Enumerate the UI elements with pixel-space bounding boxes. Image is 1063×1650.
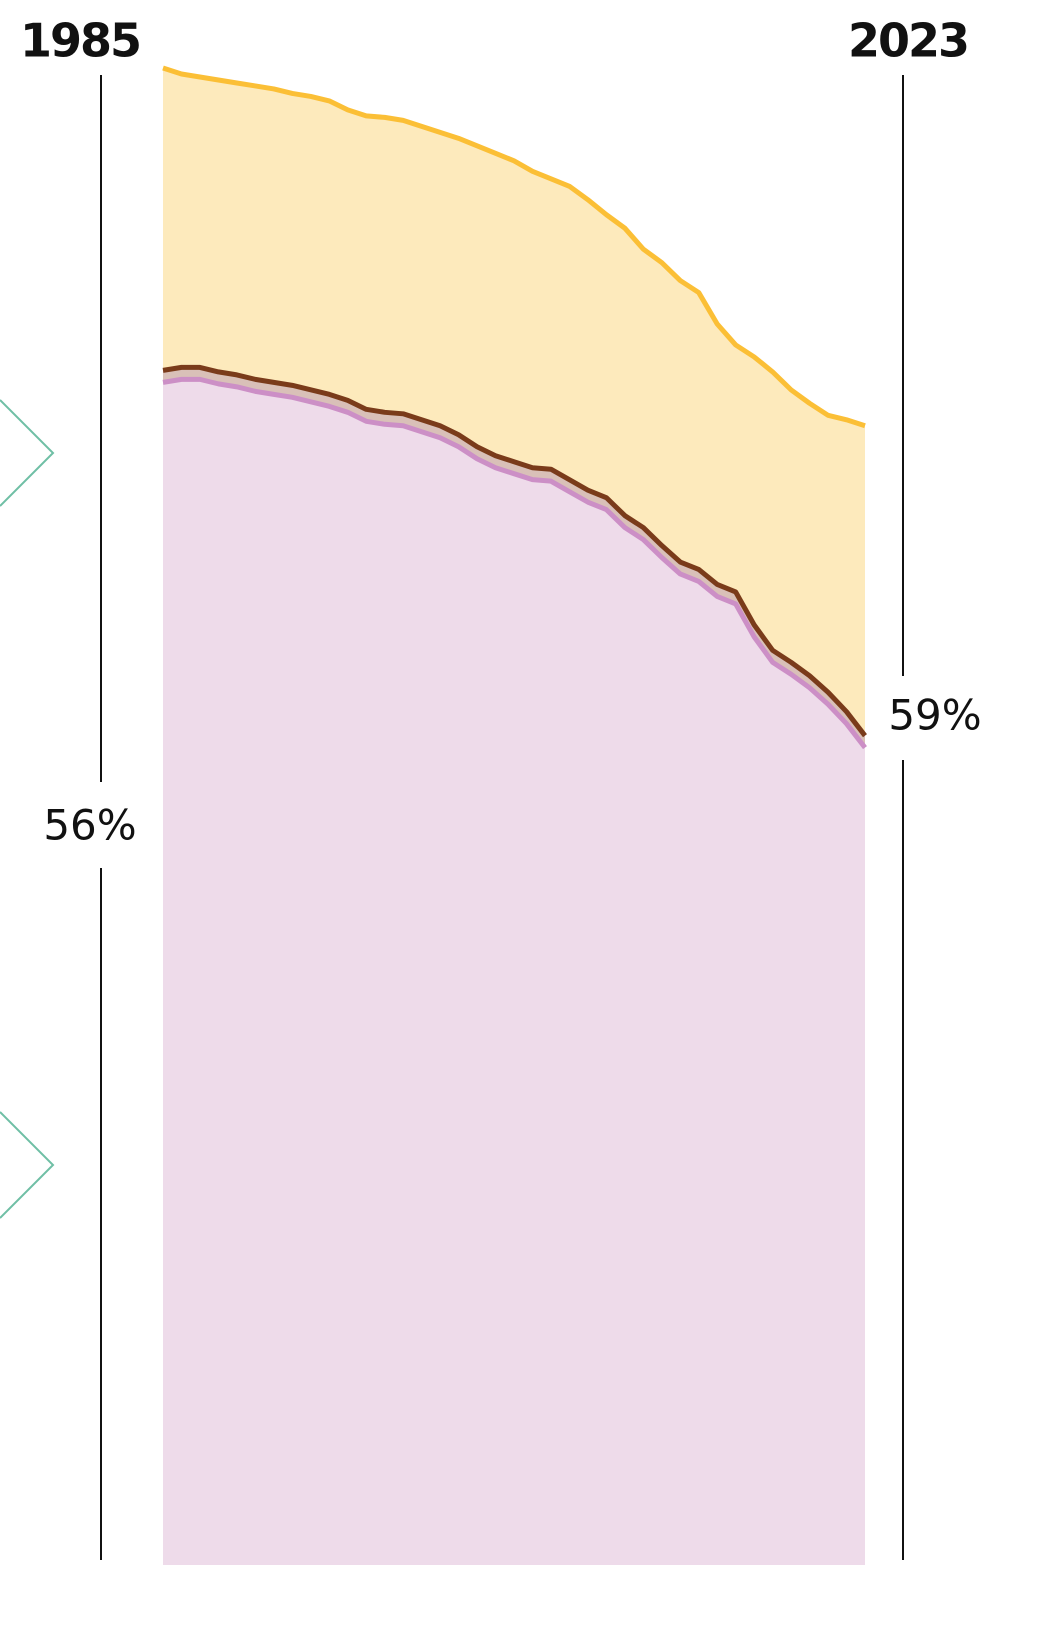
diamond-edge [0, 1111, 55, 1219]
start-year: 1985 [20, 14, 140, 68]
year-lines [100, 75, 904, 1560]
diamond-edge [0, 399, 55, 507]
area-line [162, 376, 867, 750]
area-line [162, 364, 867, 738]
plot [162, 65, 867, 1566]
area [163, 379, 865, 1566]
annotation: 56% [43, 801, 136, 850]
annotation: 59% [888, 691, 981, 740]
decor [0, 399, 55, 1219]
end-year: 2023 [848, 14, 968, 68]
area [163, 68, 865, 736]
area-line [162, 65, 866, 429]
